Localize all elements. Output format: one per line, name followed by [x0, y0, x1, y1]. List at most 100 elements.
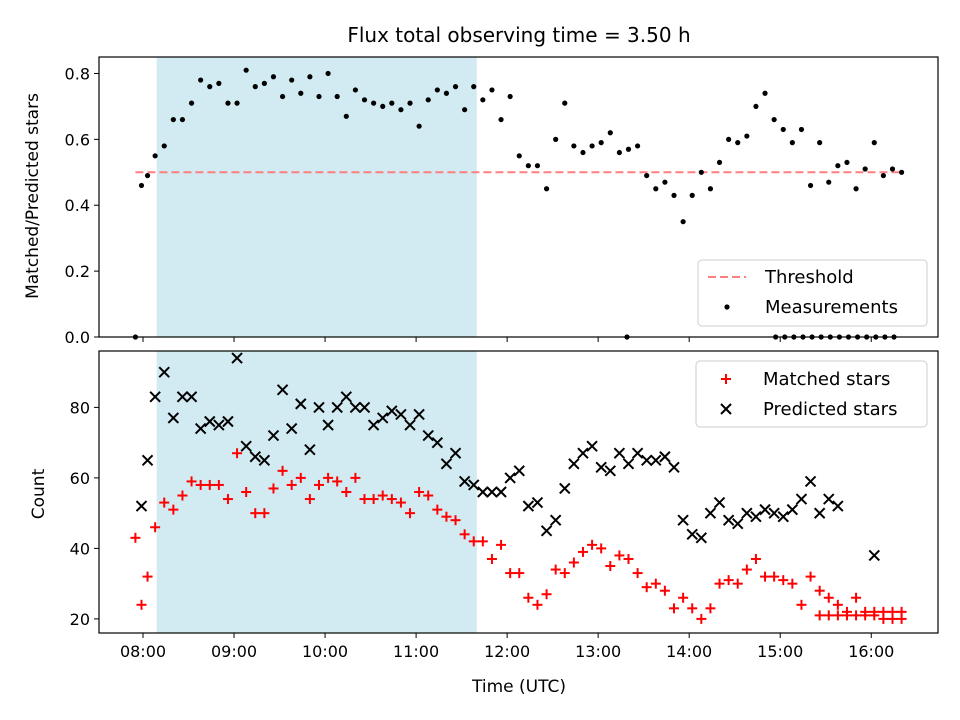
predicted-star-point: [586, 440, 598, 452]
measurement-point: [871, 140, 877, 146]
predicted-star-point: [768, 507, 780, 519]
measurement-point: [443, 90, 450, 96]
measurement-point: [680, 219, 686, 225]
measurement-point: [753, 103, 759, 110]
measurement-point: [416, 123, 422, 129]
measurement-point: [452, 84, 459, 90]
x-tick-label: 08:00: [120, 642, 166, 661]
predicted-star-point: [631, 447, 644, 459]
predicted-star-point: [249, 451, 261, 463]
predicted-star-point: [695, 532, 708, 544]
predicted-star-point: [322, 419, 334, 431]
predicted-star-point: [231, 352, 243, 364]
measurement-point: [307, 74, 313, 80]
predicted-star-point: [777, 510, 789, 523]
measurement-point: [798, 126, 805, 133]
predicted-star-point: [804, 475, 817, 488]
highlight-span: [156, 57, 477, 337]
measurement-point: [817, 140, 823, 146]
top-plot-frame: [98, 56, 939, 338]
predicted-star-point: [313, 401, 325, 414]
measurement-point: [598, 140, 604, 146]
measurement-point: [534, 163, 541, 169]
measurement-point: [380, 103, 386, 110]
predicted-star-point: [732, 518, 744, 530]
legend-box: [697, 259, 928, 327]
measurement-point: [434, 87, 440, 93]
measurement-point: [371, 100, 377, 106]
measurement-point: [771, 116, 777, 123]
measurement-point: [188, 100, 195, 106]
measurement-point: [325, 70, 331, 77]
predicted-star-point: [413, 408, 425, 421]
predicted-star-point: [650, 454, 662, 466]
measurement-point: [152, 153, 158, 159]
predicted-star-point: [135, 500, 148, 512]
y-tick-label: 0.0: [65, 328, 90, 347]
predicted-star-point: [522, 500, 535, 512]
predicted-star-point: [304, 443, 316, 456]
predicted-star-point: [686, 528, 698, 541]
predicted-star-point: [440, 458, 453, 470]
measurement-point: [343, 113, 349, 119]
measurement-point: [243, 67, 249, 73]
predicted-star-point: [677, 514, 689, 526]
measurement-point: [289, 77, 295, 83]
predicted-star-point: [458, 475, 471, 488]
measurement-point: [826, 179, 832, 185]
measurement-point: [671, 192, 677, 198]
y-tick-label: 0.8: [65, 64, 90, 83]
predicted-star-point: [141, 454, 154, 466]
predicted-star-point: [477, 486, 489, 498]
predicted-star-point: [604, 465, 616, 477]
predicted-star-point: [285, 422, 298, 435]
predicted-star-point: [513, 465, 525, 477]
measurement-point: [216, 80, 222, 86]
legend-threshold-label: Threshold: [764, 267, 854, 288]
predicted-star-point: [759, 503, 771, 516]
measurement-point: [138, 182, 145, 189]
predicted-star-point: [795, 493, 808, 505]
predicted-star-point: [786, 503, 799, 516]
measurement-point: [207, 84, 213, 90]
legend-matched-label: Matched stars: [763, 369, 890, 390]
predicted-star-point: [668, 461, 680, 474]
measurement-point: [425, 97, 431, 103]
x-tick-label: 13:00: [575, 642, 621, 661]
measurement-point: [689, 192, 695, 198]
predicted-star-point: [722, 514, 735, 526]
legend-measurements-label: Measurements: [765, 297, 898, 318]
measurement-point: [880, 172, 886, 179]
measurement-point: [352, 87, 359, 93]
measurement-point: [316, 93, 322, 100]
measurement-point: [862, 166, 868, 172]
predicted-star-point: [559, 482, 571, 495]
measurement-point: [634, 143, 641, 149]
y-tick-label: 20: [70, 610, 90, 629]
predicted-star-point: [449, 447, 462, 459]
predicted-star-point: [276, 384, 289, 396]
legend-box: [695, 360, 928, 428]
measurement-point: [489, 87, 495, 93]
bottom-plot-frame: [98, 350, 939, 634]
predicted-star-point: [422, 429, 434, 442]
measurement-point: [144, 172, 151, 179]
predicted-star-point: [504, 472, 516, 484]
bottom-y-axis-label: Count: [29, 468, 49, 519]
predicted-star-point: [704, 507, 717, 519]
measurement-point: [462, 107, 468, 113]
measurement-point: [716, 159, 723, 166]
top-y-axis-label: Matched/Predicted stars: [23, 93, 43, 299]
x-tick-label: 14:00: [666, 642, 712, 661]
predicted-star-point: [549, 514, 562, 526]
predicted-star-point: [468, 479, 480, 491]
x-axis-label: Time (UTC): [471, 677, 566, 697]
measurement-point: [389, 100, 395, 106]
predicted-star-point: [659, 451, 671, 463]
predicted-star-point: [568, 458, 580, 470]
measurement-point: [789, 140, 795, 146]
predicted-star-point: [431, 436, 444, 449]
measurement-point: [744, 133, 750, 139]
measurement-point: [225, 100, 231, 106]
measurement-point: [562, 100, 568, 106]
